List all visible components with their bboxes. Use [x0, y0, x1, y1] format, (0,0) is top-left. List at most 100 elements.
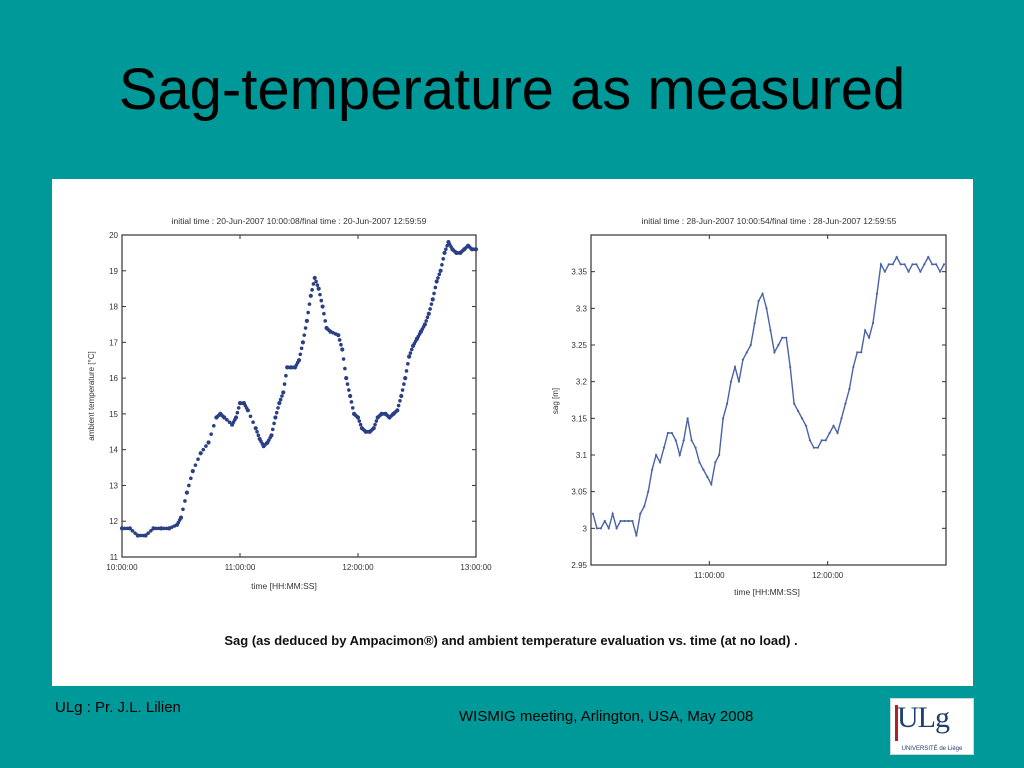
temperature-data-point: [308, 293, 313, 298]
temperature-trace-dot: [396, 403, 401, 408]
sag-data-point: [848, 387, 851, 391]
temperature-trace-dot: [428, 307, 432, 311]
sag-data-point: [702, 468, 705, 471]
temperature-data-point: [206, 440, 211, 445]
temperature-data-point: [340, 347, 345, 352]
temperature-data-point: [143, 533, 148, 538]
temperature-trace-dot: [256, 433, 261, 438]
temperature-trace-dot: [425, 315, 430, 320]
sag-data-point: [607, 527, 610, 530]
temperature-data-point: [119, 526, 125, 531]
temperature-data-point: [222, 415, 227, 420]
sag-data-point: [875, 292, 879, 295]
sag-data-point: [931, 263, 934, 266]
temperature-data-point: [403, 376, 408, 381]
sag-data-point: [745, 351, 748, 354]
temperature-data-point: [245, 408, 250, 413]
temperature-trace-dot: [374, 419, 379, 423]
temperature-data-point: [336, 333, 341, 338]
temperature-trace-dot: [272, 421, 276, 426]
sag-data-point: [722, 417, 725, 420]
temperature-trace-dot: [349, 400, 354, 404]
sag-data-point: [808, 439, 812, 442]
temperature-ytick-label: 11: [110, 553, 119, 562]
temperature-data-point: [253, 426, 258, 431]
sag-data-point: [840, 417, 843, 420]
temperature-trace-dot: [347, 388, 351, 392]
sag-data-point: [741, 358, 744, 361]
sag-data-point: [935, 263, 938, 266]
temperature-chart: initial time : 20-Jun-2007 10:00:08/fina…: [87, 216, 492, 591]
sag-data-point: [603, 519, 606, 523]
sag-data-point: [666, 431, 670, 435]
temperature-trace-dot: [319, 298, 324, 303]
temperature-chart-title: initial time : 20-Jun-2007 10:00:08/fina…: [172, 216, 427, 226]
sag-data-point: [915, 263, 918, 266]
sag-data-point: [816, 446, 819, 449]
sag-data-point: [864, 329, 867, 332]
sag-data-point: [903, 263, 906, 266]
temperature-data-point: [300, 340, 306, 345]
temperature-data-point: [296, 358, 302, 363]
temperature-data-point: [135, 533, 140, 538]
sag-ytick-label: 3.25: [571, 341, 587, 350]
logo-accent-bar: [895, 705, 898, 741]
sag-data-point: [907, 270, 910, 273]
sag-chart: initial time : 28-Jun-2007 10:00:54/fina…: [551, 216, 947, 597]
sag-data-point: [812, 446, 815, 449]
sag-chart-title: initial time : 28-Jun-2007 10:00:54/fina…: [642, 216, 897, 226]
sag-data-point: [662, 446, 666, 449]
sag-data-point: [706, 475, 709, 479]
temperature-trace-dot: [339, 342, 343, 347]
footer-meeting: WISMIG meeting, Arlington, USA, May 2008: [459, 708, 754, 725]
temperature-trace-dot: [270, 427, 275, 432]
sag-data-point: [824, 439, 827, 442]
temperature-trace-dot: [227, 420, 232, 425]
figure-caption: Sag (as deduced by Ampacimon®) and ambie…: [224, 633, 797, 648]
sag-data-point: [658, 461, 662, 464]
temperature-ytick-label: 16: [109, 374, 118, 383]
temperature-data-point: [151, 526, 156, 531]
temperature-data-point: [159, 526, 164, 531]
temperature-data-point: [178, 515, 184, 520]
temperature-data-point: [344, 376, 349, 381]
temperature-trace-dot: [298, 352, 303, 357]
temperature-data-point: [371, 426, 376, 431]
temperature-trace-dot: [357, 419, 362, 423]
temperature-xtick-label: 10:00:00: [106, 563, 138, 572]
temperature-trace-dot: [433, 285, 438, 290]
temperature-data-point: [442, 250, 447, 255]
sag-data-point: [729, 380, 733, 383]
temperature-trace-dot: [315, 283, 320, 287]
sag-data-point: [800, 417, 804, 420]
sag-data-point: [595, 527, 599, 530]
sag-data-point: [682, 439, 685, 442]
temperature-xtick-label: 13:00:00: [460, 563, 492, 572]
sag-data-point: [927, 255, 930, 259]
temperature-trace-dot: [402, 382, 406, 386]
temperature-trace-dot: [193, 463, 198, 467]
temperature-trace-dot: [429, 302, 434, 306]
temperature-trace-dot: [345, 382, 350, 386]
temperature-plot-frame: [121, 234, 477, 558]
temperature-ytick-label: 17: [109, 338, 118, 347]
temperature-trace-dot: [225, 418, 229, 422]
temperature-trace-dot: [278, 397, 283, 402]
sag-data-point: [753, 321, 756, 325]
temperature-ytick-label: 19: [109, 267, 118, 276]
temperature-trace-dot: [337, 338, 342, 342]
sag-data-point: [938, 270, 942, 273]
temperature-data-point: [407, 354, 412, 359]
temperature-data-point: [422, 322, 427, 327]
temperature-trace-dot: [404, 369, 409, 373]
sag-data-point: [793, 402, 796, 405]
temperature-data-point: [320, 304, 325, 309]
sag-data-point: [627, 519, 630, 523]
temperature-data-point: [348, 393, 353, 399]
temperature-data-point: [269, 433, 274, 438]
temperature-trace-dot: [282, 382, 287, 386]
sag-data-point: [879, 263, 883, 266]
temperature-data-point: [395, 408, 400, 413]
temperature-trace-dot: [209, 432, 213, 436]
temperature-ytick-label: 13: [109, 481, 118, 490]
